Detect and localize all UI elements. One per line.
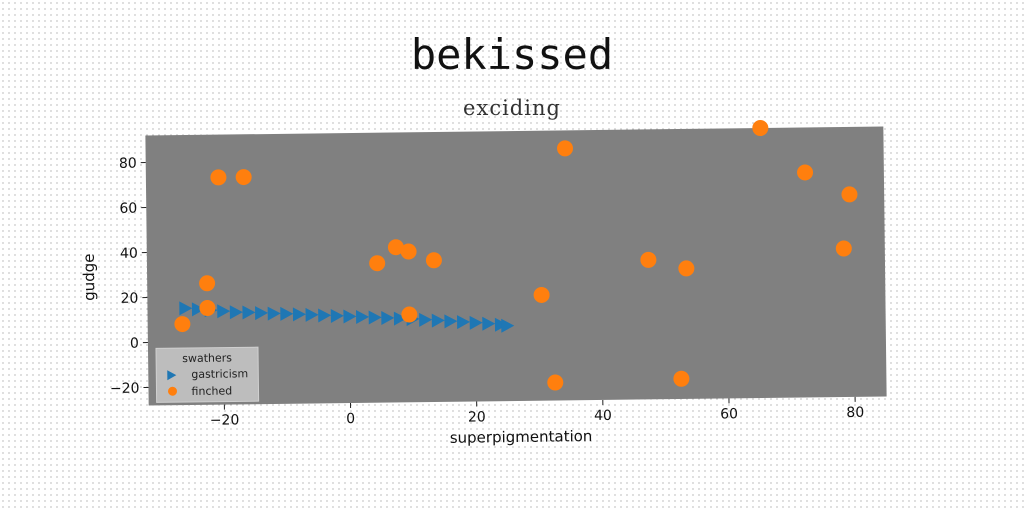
legend-entry-gastricism: gastricism — [191, 367, 248, 381]
point-gastricism — [381, 311, 395, 326]
point-finched — [199, 300, 216, 317]
point-finched — [369, 255, 386, 272]
point-gastricism — [419, 312, 433, 327]
point-finched — [425, 252, 442, 269]
legend-title: swathers — [182, 351, 232, 365]
point-finched — [557, 140, 574, 157]
point-finched — [752, 120, 769, 137]
point-gastricism — [482, 316, 496, 331]
x-tick-label: −20 — [210, 412, 240, 428]
x-tick-label: 80 — [846, 405, 864, 421]
y-tick-label: −20 — [110, 381, 140, 397]
point-gastricism — [229, 305, 243, 320]
point-finched — [174, 316, 191, 333]
axes-layer: −20 0 20 40 60 80 −20 0 20 40 60 80 — [110, 156, 864, 429]
x-tick-label: 0 — [346, 411, 355, 427]
legend-triangle-icon — [167, 370, 177, 381]
x-tick-label: 20 — [468, 409, 486, 425]
x-axis-label: superpigmentation — [450, 427, 593, 447]
point-gastricism — [330, 308, 344, 323]
point-gastricism — [255, 306, 269, 321]
point-finched — [533, 286, 550, 303]
point-gastricism — [469, 315, 483, 330]
point-gastricism — [393, 311, 407, 326]
point-gastricism — [267, 306, 281, 321]
point-gastricism — [305, 307, 319, 322]
point-finched — [400, 243, 417, 260]
point-finched — [797, 164, 814, 181]
point-finched — [401, 306, 418, 323]
point-finched — [835, 240, 852, 257]
point-gastricism — [343, 309, 357, 324]
point-gastricism — [501, 318, 515, 333]
point-finched — [199, 275, 216, 292]
point-finched — [387, 239, 404, 256]
point-finched — [678, 260, 695, 277]
point-gastricism — [280, 306, 294, 321]
point-gastricism — [217, 304, 231, 319]
point-gastricism — [318, 308, 332, 323]
y-tick-label: 0 — [130, 336, 139, 352]
y-tick-label: 80 — [119, 156, 137, 172]
point-gastricism — [456, 315, 471, 330]
point-finched — [640, 251, 657, 268]
point-finched — [841, 186, 858, 203]
y-axis-label: gudge — [80, 253, 99, 301]
point-finched — [547, 374, 564, 391]
y-tick-label: 40 — [120, 246, 138, 262]
point-gastricism — [242, 305, 256, 320]
point-gastricism — [431, 313, 445, 328]
y-tick-label: 20 — [120, 291, 138, 307]
legend-entry-finched: finched — [191, 384, 232, 397]
point-gastricism — [179, 301, 193, 316]
legend-box — [155, 346, 260, 403]
chart-subtitle: exciding — [463, 96, 561, 120]
point-finched — [235, 169, 252, 186]
point-gastricism — [292, 307, 306, 322]
legend-circle-icon — [168, 386, 178, 396]
y-tick-label: 60 — [119, 201, 137, 217]
point-gastricism — [368, 310, 382, 325]
point-finched — [210, 169, 227, 186]
point-finched — [673, 370, 690, 387]
marks-layer — [174, 120, 858, 391]
legend: swathers gastricism finched — [155, 346, 260, 403]
point-gastricism — [444, 314, 458, 329]
x-tick-label: 40 — [594, 408, 612, 424]
point-gastricism — [191, 302, 205, 317]
point-gastricism — [355, 310, 370, 325]
chart-title: bekissed — [410, 30, 614, 79]
plot-area — [145, 126, 887, 406]
x-tick-label: 60 — [720, 406, 738, 422]
